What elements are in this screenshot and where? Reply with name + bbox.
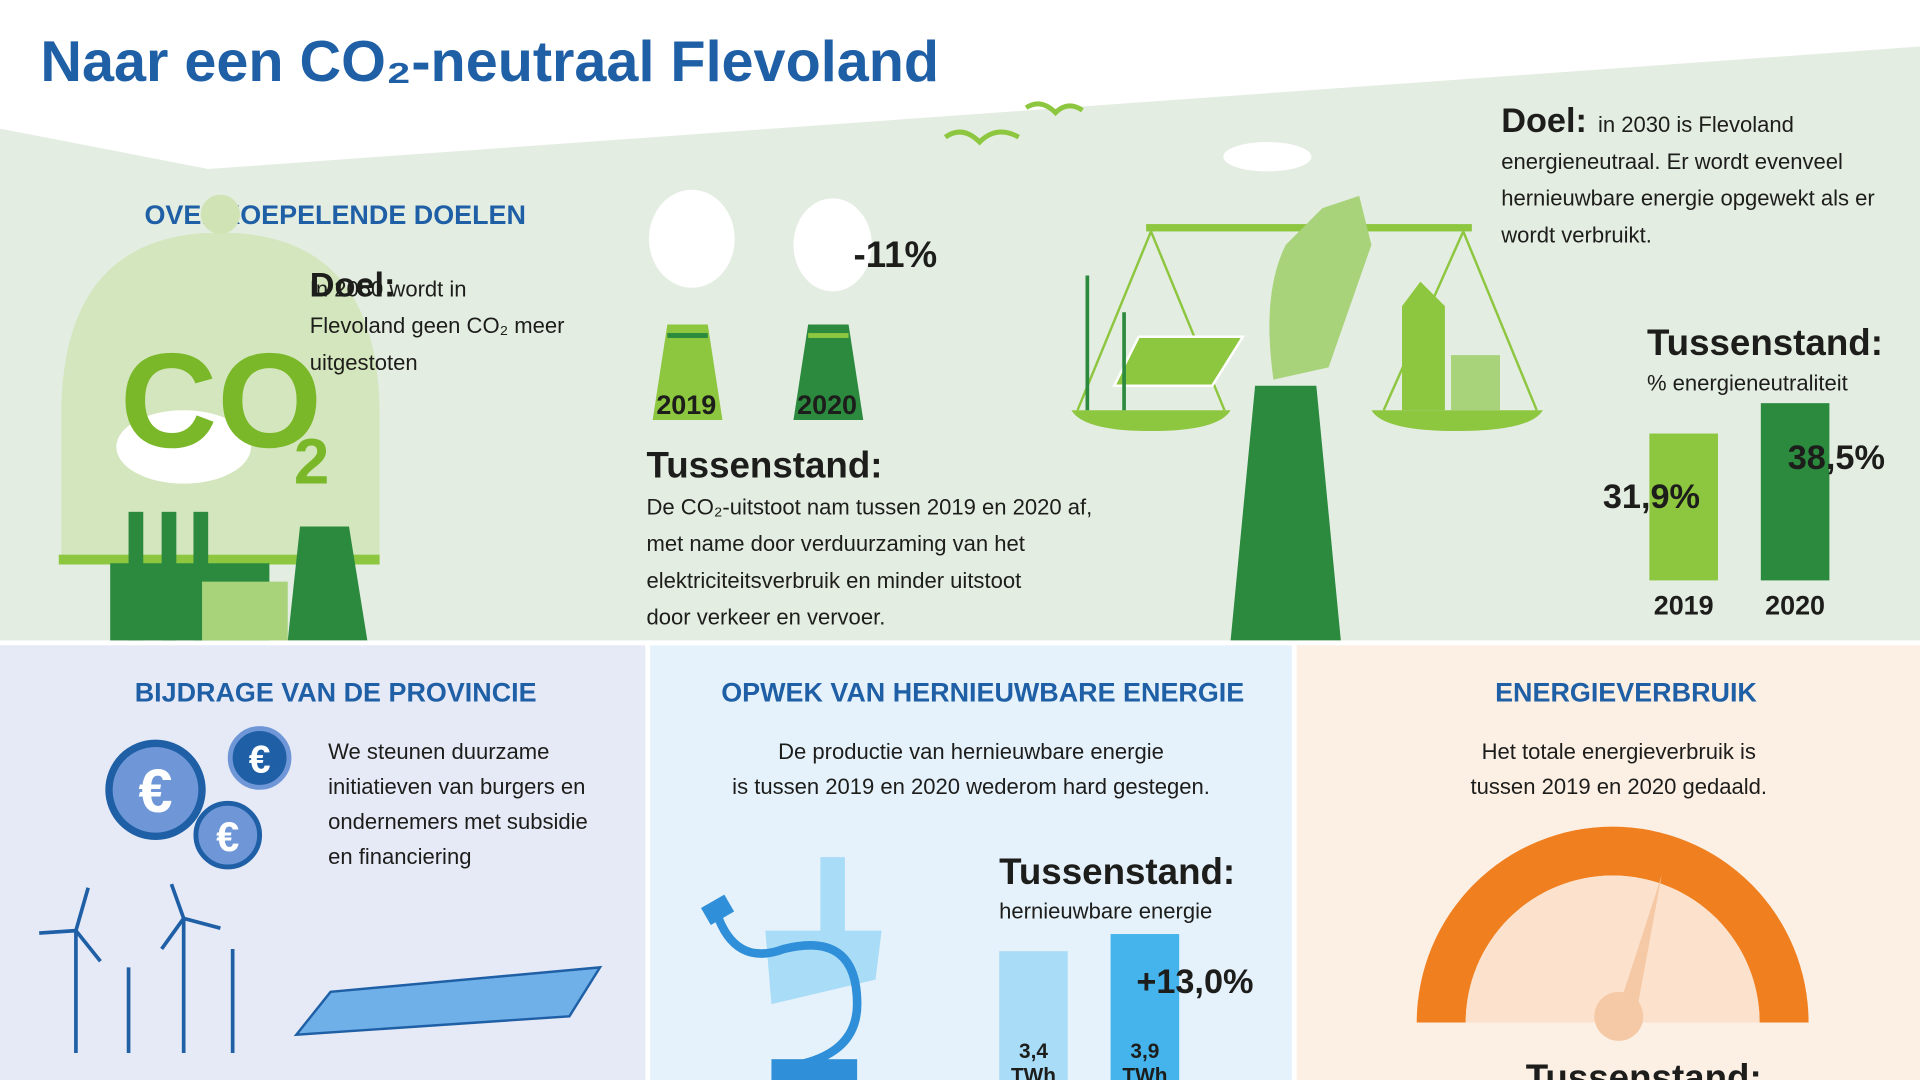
text-line: hernieuwbare energie opgewekt als er <box>1501 186 1875 211</box>
coin <box>227 726 292 790</box>
coin-symbol: € <box>216 813 239 860</box>
text-line: De CO₂-uitstoot nam tussen 2019 en 2020 … <box>647 494 1093 519</box>
year-label: 2019 <box>656 390 716 420</box>
subheading: Tussenstand: <box>1526 1057 1762 1080</box>
text-line: De productie van hernieuwbare energie <box>778 739 1164 764</box>
scale-strings <box>1076 230 1538 411</box>
cooling-tower <box>793 324 864 420</box>
bird <box>1024 101 1084 117</box>
goal-label: Doel: <box>310 266 396 304</box>
cooling-tower <box>287 526 368 641</box>
text-line: We steunen duurzame <box>328 739 549 764</box>
coin-symbol: € <box>138 757 172 825</box>
gauge-ring <box>1416 826 1809 1023</box>
chart-subtitle: % energieneutraliteit <box>1647 371 1848 396</box>
change-label: +13,0% <box>1136 963 1253 1001</box>
goal-text: in 2030 is Flevoland energieneutraal. Er … <box>1500 112 1875 247</box>
data-label: 38,5% <box>1788 439 1885 477</box>
text-line: door verkeer en vervoer. <box>647 604 886 629</box>
text-line: met name door verduurzaming van het <box>647 531 1025 556</box>
smoke <box>648 189 735 288</box>
text-line: uitgestoten <box>310 350 418 375</box>
section-text: Het totale energieverbruik is tussen 2019… <box>1471 739 1767 799</box>
scale-pan <box>1071 410 1231 432</box>
section-text: We steunen duurzame initiatieven van burg… <box>328 739 588 869</box>
text-line: Het totale energieverbruik is <box>1482 739 1756 764</box>
section-heading: BIJDRAGE VAN DE PROVINCIE <box>135 678 537 708</box>
stripe <box>667 333 708 338</box>
section-heading: ENERGIEVERBRUIK <box>1495 678 1757 708</box>
arm <box>1230 385 1341 641</box>
co2-text: De CO₂-uitstoot nam tussen 2019 en 2020 … <box>647 494 1093 629</box>
stripe <box>808 333 849 338</box>
section-heading: OPWEK VAN HERNIEUWBARE ENERGIE <box>721 678 1244 708</box>
wind-turbines <box>74 918 235 1054</box>
text-line: tussen 2019 en 2020 gedaald. <box>1471 774 1767 799</box>
goal-text: In 2050 wordt in Flevoland geen CO₂ meer u… <box>310 276 565 374</box>
coin <box>193 800 263 870</box>
text-line: wordt verbruikt. <box>1500 222 1652 247</box>
section-text: De productie van hernieuwbare energie is … <box>732 739 1210 799</box>
bar <box>1110 934 1180 1080</box>
bird <box>943 129 1020 146</box>
unit-label: TWh <box>1122 1064 1167 1080</box>
cable <box>712 910 862 1070</box>
smoke <box>116 410 252 484</box>
chart-subtitle: hernieuwbare energie <box>999 898 1212 923</box>
text-line: In 2050 wordt in <box>310 276 467 301</box>
text-line: initiatieven van burgers en <box>328 774 585 799</box>
data-label: 31,9% <box>1603 478 1700 516</box>
plug <box>700 894 735 926</box>
turbine-blades <box>39 883 221 963</box>
bar <box>999 951 1068 1080</box>
sleeve <box>771 1059 858 1080</box>
title: Naar een CO₂-neutraal Flevoland <box>40 30 939 94</box>
subheading: Tussenstand: <box>999 851 1235 892</box>
co2-icon-text: CO <box>120 325 322 476</box>
cooling-tower <box>652 324 723 420</box>
bar <box>1649 433 1718 581</box>
gauge-face <box>1465 875 1760 1023</box>
text-line: Flevoland geen CO₂ meer <box>310 313 565 338</box>
unit-label: TWh <box>1011 1064 1056 1080</box>
data-label: 3,9 <box>1130 1040 1159 1063</box>
text-line: is tussen 2019 en 2020 wederom hard gest… <box>732 774 1210 799</box>
panel-middle <box>650 645 1292 1080</box>
text-line: energieneutraal. Er wordt evenveel <box>1501 149 1843 174</box>
coin <box>105 739 206 840</box>
subheading: Tussenstand: <box>647 445 883 486</box>
solar-panels <box>293 965 603 1037</box>
x-tick-label: 2019 <box>1654 591 1714 621</box>
change-label: -11% <box>853 234 937 275</box>
co2-icon-sub: 2 <box>294 427 329 498</box>
hand <box>1269 195 1372 380</box>
subheading: Tussenstand: <box>1647 322 1883 363</box>
gauge-needle <box>1613 875 1662 1023</box>
factory <box>202 581 288 641</box>
dome <box>61 232 380 558</box>
bar-chart: 2019 31,9% 2020 38,5% <box>1603 403 1885 621</box>
goal-label: Doel: <box>1501 102 1587 140</box>
year-label: 2020 <box>797 390 857 420</box>
ground <box>58 554 380 565</box>
top-panel <box>0 46 1920 641</box>
text-line: ondernemers met subsidie <box>328 809 588 834</box>
scale-pan <box>1371 410 1543 432</box>
text-line: en financiering <box>328 844 471 869</box>
smoke <box>793 198 872 292</box>
text-line: elektriciteitsverbruik en minder uitstoo… <box>647 568 1022 593</box>
house <box>1402 281 1445 411</box>
text-line: in 2030 is Flevoland <box>1598 112 1794 137</box>
cloud <box>1223 142 1312 172</box>
house <box>1451 355 1500 411</box>
dome-knob <box>200 194 240 234</box>
gauge-hub <box>1594 991 1644 1041</box>
data-label: 3,4 <box>1019 1040 1048 1063</box>
bar <box>1760 403 1830 581</box>
x-tick-label: 2020 <box>1765 591 1825 621</box>
coin-symbol: € <box>249 739 271 782</box>
